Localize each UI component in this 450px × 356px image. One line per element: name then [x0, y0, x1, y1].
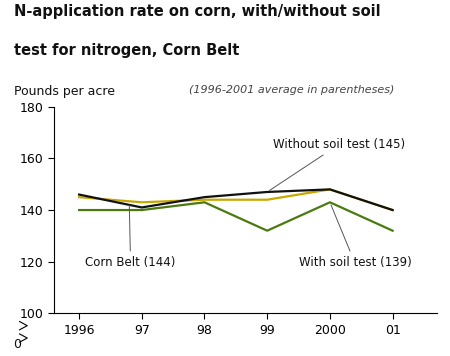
Text: With soil test (139): With soil test (139): [298, 205, 411, 269]
Text: (1996-2001 average in parentheses): (1996-2001 average in parentheses): [189, 85, 394, 95]
Text: test for nitrogen, Corn Belt: test for nitrogen, Corn Belt: [14, 43, 239, 58]
Text: Corn Belt (144): Corn Belt (144): [86, 205, 176, 269]
Text: N-application rate on corn, with/without soil: N-application rate on corn, with/without…: [14, 4, 380, 19]
Text: 0: 0: [14, 338, 22, 351]
Text: Pounds per acre: Pounds per acre: [14, 85, 114, 99]
Text: Without soil test (145): Without soil test (145): [270, 138, 405, 190]
